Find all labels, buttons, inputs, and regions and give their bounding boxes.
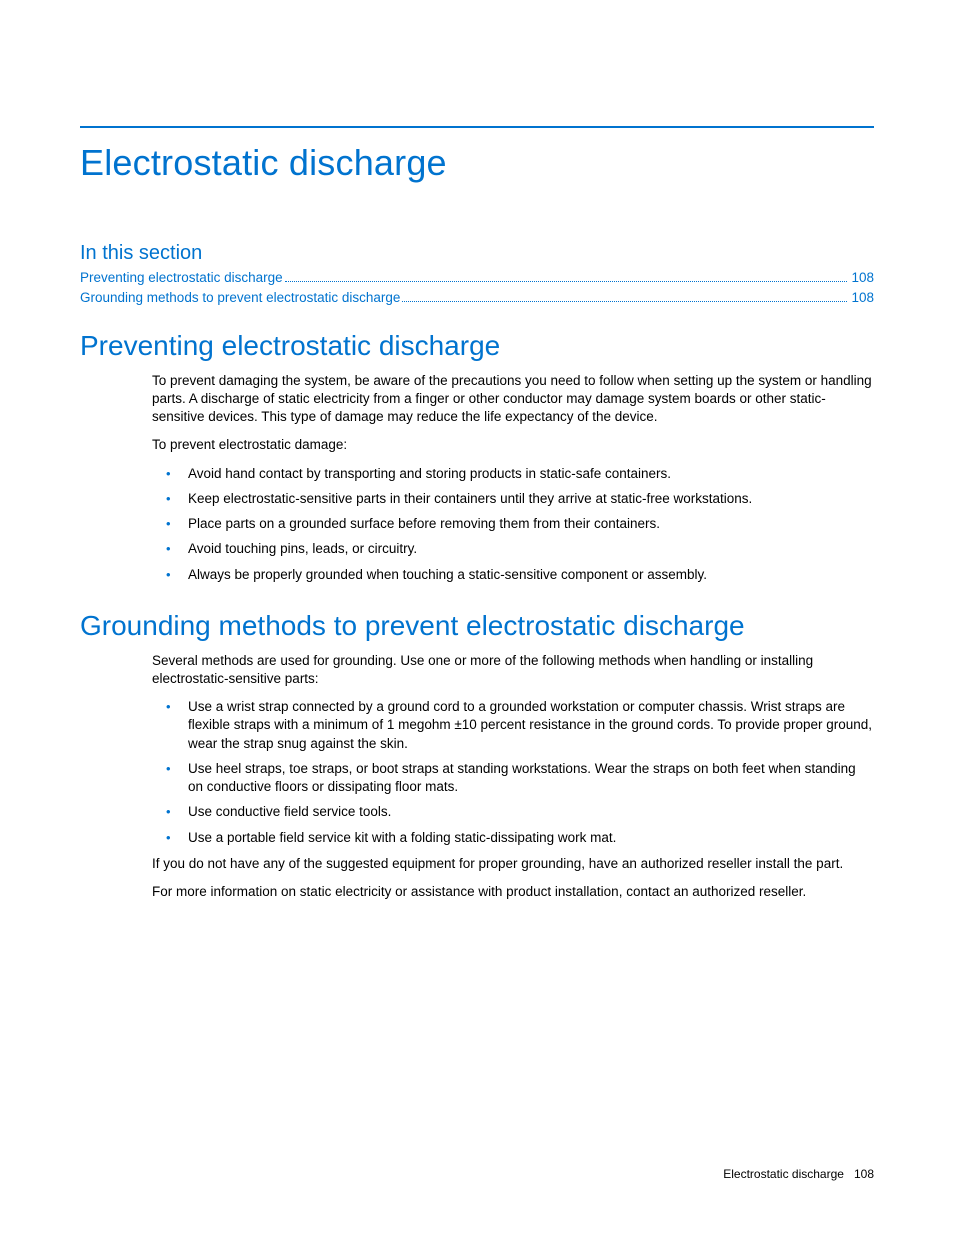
bullet-item: Keep electrostatic-sensitive parts in th… <box>152 490 874 508</box>
bullet-item: Avoid touching pins, leads, or circuitry… <box>152 540 874 558</box>
bullet-item: Always be properly grounded when touchin… <box>152 566 874 584</box>
bullet-item: Use a wrist strap connected by a ground … <box>152 698 874 753</box>
toc-leader <box>402 301 847 302</box>
bullet-item: Use conductive field service tools. <box>152 803 874 821</box>
toc-label: Preventing electrostatic discharge <box>80 269 283 288</box>
paragraph: Several methods are used for grounding. … <box>152 652 874 688</box>
page-title: Electrostatic discharge <box>80 142 874 184</box>
document-page: Electrostatic discharge In this section … <box>0 0 954 967</box>
top-rule <box>80 126 874 128</box>
section-heading-preventing: Preventing electrostatic discharge <box>80 330 874 362</box>
toc-entry[interactable]: Grounding methods to prevent electrostat… <box>80 289 874 308</box>
toc-leader <box>285 281 848 282</box>
bullet-item: Use a portable field service kit with a … <box>152 829 874 847</box>
bullet-item: Use heel straps, toe straps, or boot str… <box>152 760 874 796</box>
toc: Preventing electrostatic discharge 108 G… <box>80 269 874 308</box>
bullet-list: Avoid hand contact by transporting and s… <box>152 465 874 584</box>
toc-page: 108 <box>851 289 874 308</box>
section-heading-grounding: Grounding methods to prevent electrostat… <box>80 610 874 642</box>
paragraph: For more information on static electrici… <box>152 883 874 901</box>
footer-page-number: 108 <box>854 1167 874 1181</box>
section-body-grounding: Several methods are used for grounding. … <box>80 652 874 901</box>
section-body-preventing: To prevent damaging the system, be aware… <box>80 372 874 584</box>
paragraph: If you do not have any of the suggested … <box>152 855 874 873</box>
bullet-list: Use a wrist strap connected by a ground … <box>152 698 874 847</box>
toc-entry[interactable]: Preventing electrostatic discharge 108 <box>80 269 874 288</box>
paragraph: To prevent damaging the system, be aware… <box>152 372 874 427</box>
footer-label: Electrostatic discharge <box>723 1167 844 1181</box>
bullet-item: Avoid hand contact by transporting and s… <box>152 465 874 483</box>
toc-page: 108 <box>851 269 874 288</box>
page-footer: Electrostatic discharge 108 <box>723 1167 874 1181</box>
paragraph: To prevent electrostatic damage: <box>152 436 874 454</box>
toc-label: Grounding methods to prevent electrostat… <box>80 289 400 308</box>
bullet-item: Place parts on a grounded surface before… <box>152 515 874 533</box>
in-this-section-heading: In this section <box>80 242 874 265</box>
